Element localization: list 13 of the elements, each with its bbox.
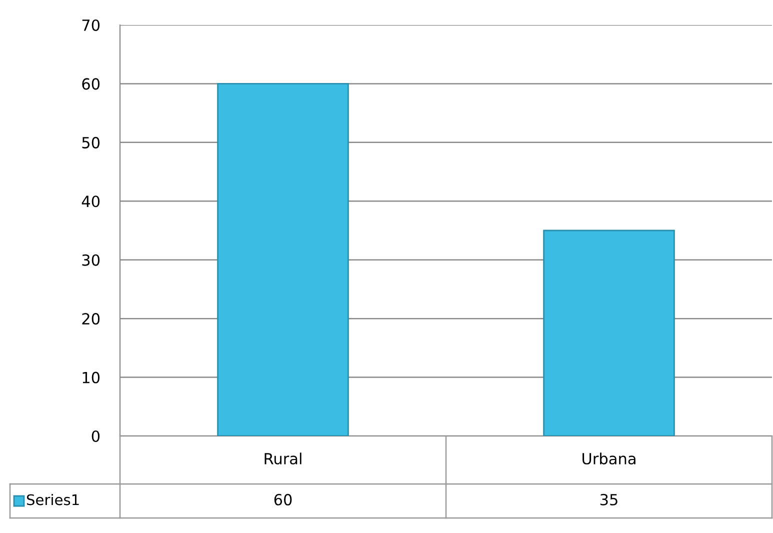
data-label: 35 xyxy=(600,494,618,506)
x-tick-label: Urbana xyxy=(582,452,636,464)
data-label: 60 xyxy=(274,494,292,506)
y-tick-label: 30 xyxy=(82,254,100,266)
y-tick-label: 70 xyxy=(82,19,100,32)
y-tick-label: 20 xyxy=(82,313,100,325)
y-tick-label: 50 xyxy=(82,136,100,148)
y-tick-label: 40 xyxy=(82,196,100,208)
x-tick-label: Rural xyxy=(264,452,302,464)
y-tick-label: 10 xyxy=(82,372,100,384)
y-tick-label: 60 xyxy=(82,78,100,90)
legend-label: Series1 xyxy=(26,494,79,506)
y-tick-label: 0 xyxy=(92,430,100,442)
